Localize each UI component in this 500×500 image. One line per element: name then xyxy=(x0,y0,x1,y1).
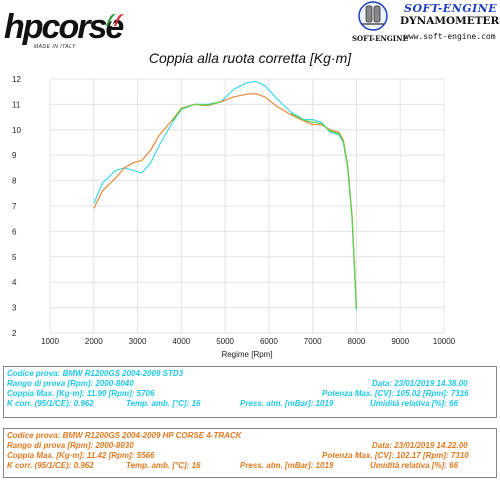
x-tick-label: 6000 xyxy=(260,337,278,346)
x-axis-label: Regime [Rpm] xyxy=(221,350,272,359)
test-info-orange: Codice prova: BMW R1200GS 2004-2009 HP C… xyxy=(3,428,497,478)
x-tick-label: 4000 xyxy=(172,337,190,346)
torque-chart: 1000 2000 3000 4000 5000 6000 7000 8000 9000 1000… xyxy=(12,75,456,359)
test-atm-pressure: Press. atm. [mBar]: 1019 xyxy=(240,399,334,408)
hpcorse-logo-subtitle: MADE IN ITALY xyxy=(34,44,76,50)
y-tick-label: 9 xyxy=(12,151,17,160)
series-overlap-segment xyxy=(347,166,353,218)
y-tick-label: 5 xyxy=(12,253,17,262)
soft-engine-logo: SOFT-ENGINE DYNAMOMETERS www.soft-engine… xyxy=(344,0,500,52)
y-tick-label: 2 xyxy=(12,329,17,338)
series-overlap-segment xyxy=(342,141,349,167)
test-k-corr: K corr. (95/1/CE): 0.962 xyxy=(7,461,94,470)
test-max-torque: Coppia Max. [Kg·m]: 11.90 [Rpm]: 5706 xyxy=(7,389,155,398)
soft-engine-title: SOFT-ENGINE xyxy=(404,2,498,15)
hpcorse-logo: hpcorse MADE IN ITALY xyxy=(4,4,128,50)
series-overlap-segment xyxy=(172,108,182,122)
series-overlap-segment xyxy=(338,133,344,142)
test-info-cyan: Codice prova: BMW R1200GS 2004-2009 STD3… xyxy=(3,366,497,418)
x-tick-label: 3000 xyxy=(129,337,147,346)
dynamometers-label: DYNAMOMETERS xyxy=(400,15,500,27)
test-humidity: Umidità relativa [%]: 66 xyxy=(370,461,459,470)
series-overlap-segment xyxy=(290,112,305,121)
test-max-power: Potenza Max. [CV]: 102.17 [Rpm]: 7310 xyxy=(322,451,469,460)
x-tick-label: 2000 xyxy=(85,337,103,346)
x-tick-label: 9000 xyxy=(391,337,409,346)
test-rpm-range: Rango di prova [Rpm]: 2000-8030 xyxy=(7,441,134,450)
hpcorse-logo-text: hpcorse xyxy=(4,8,124,46)
y-tick-label: 6 xyxy=(12,227,17,236)
italian-flag-icon xyxy=(106,13,124,27)
series-overlap-segment xyxy=(303,119,313,123)
soft-engine-url: www.soft-engine.com xyxy=(404,32,496,41)
x-tick-label: 10000 xyxy=(433,337,456,346)
test-max-power: Potenza Max. [CV]: 105.02 [Rpm]: 7316 xyxy=(322,389,469,398)
y-tick-label: 10 xyxy=(12,126,21,135)
engine-emblem-icon xyxy=(358,1,388,31)
series-overlap-segment xyxy=(194,103,208,106)
chart-title: Coppia alla ruota corretta [Kg·m] xyxy=(148,50,352,66)
chart-grid xyxy=(49,78,445,334)
test-k-corr: K corr. (95/1/CE): 0.962 xyxy=(7,399,94,408)
series-overlap-segment xyxy=(181,103,195,110)
series-line-orange xyxy=(93,93,357,308)
series-overlap-segment xyxy=(207,101,221,106)
test-max-torque: Coppia Max. [Kg·m]: 11.42 [Rpm]: 5566 xyxy=(7,451,155,460)
y-tick-label: 7 xyxy=(12,202,17,211)
y-tick-label: 12 xyxy=(12,75,21,84)
series-overlap-segment xyxy=(312,121,322,125)
series-overlap-segment xyxy=(321,122,331,132)
test-humidity: Umidità relativa [%]: 66 xyxy=(370,399,459,408)
chart-ticks: 1000 2000 3000 4000 5000 6000 7000 8000 9000 1000… xyxy=(12,75,456,346)
x-tick-label: 5000 xyxy=(216,337,234,346)
y-tick-label: 4 xyxy=(12,278,17,287)
test-ambient-temp: Temp. amb. [°C]: 16 xyxy=(126,461,201,470)
series-overlap-segment xyxy=(351,217,358,309)
test-date: Data: 23/01/2019 14.22.00 xyxy=(372,441,468,450)
test-rpm-range: Rango di prova [Rpm]: 2000-8040 xyxy=(7,379,134,388)
test-code: Codice prova: BMW R1200GS 2004-2009 HP C… xyxy=(7,431,242,440)
test-atm-pressure: Press. atm. [mBar]: 1019 xyxy=(240,461,334,470)
y-tick-label: 11 xyxy=(12,100,21,109)
y-tick-label: 8 xyxy=(12,177,17,186)
chart-series xyxy=(93,80,358,311)
x-tick-label: 1000 xyxy=(41,337,59,346)
x-tick-label: 7000 xyxy=(304,337,322,346)
x-tick-label: 8000 xyxy=(348,337,366,346)
series-line-cyan xyxy=(93,80,357,311)
y-tick-label: 3 xyxy=(12,304,17,313)
test-date: Data: 23/01/2019 14.38.00 xyxy=(372,379,468,388)
test-ambient-temp: Temp. amb. [°C]: 16 xyxy=(126,399,201,408)
soft-engine-brand: SOFT-ENGINE xyxy=(352,34,408,43)
test-code: Codice prova: BMW R1200GS 2004-2009 STD3 xyxy=(7,369,184,378)
series-overlap-segment xyxy=(330,130,340,135)
